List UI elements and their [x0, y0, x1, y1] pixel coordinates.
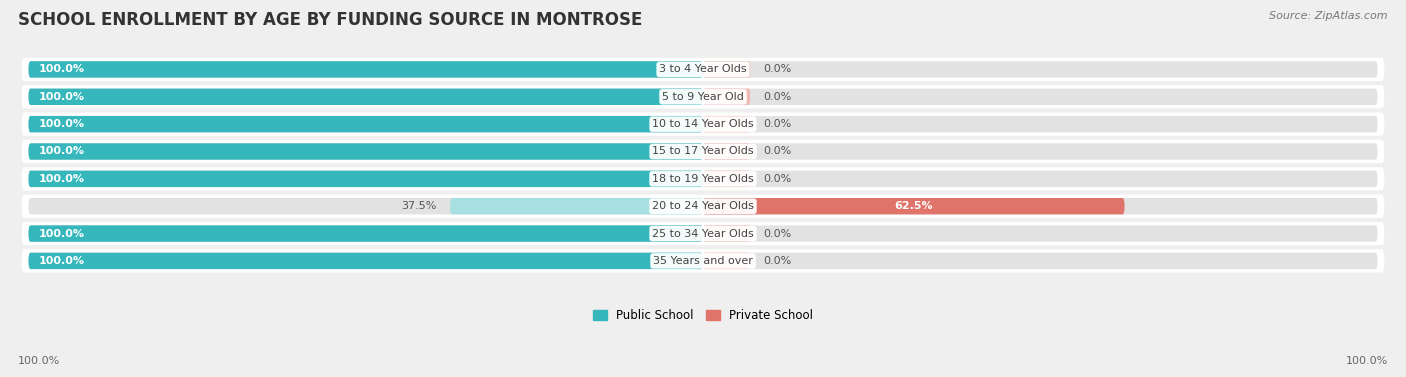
FancyBboxPatch shape — [703, 171, 751, 187]
FancyBboxPatch shape — [28, 143, 703, 160]
FancyBboxPatch shape — [450, 198, 703, 215]
FancyBboxPatch shape — [21, 140, 1385, 163]
FancyBboxPatch shape — [703, 143, 751, 160]
FancyBboxPatch shape — [703, 89, 751, 105]
Text: 100.0%: 100.0% — [38, 64, 84, 74]
Text: 0.0%: 0.0% — [763, 174, 792, 184]
Legend: Public School, Private School: Public School, Private School — [588, 304, 818, 326]
FancyBboxPatch shape — [28, 225, 703, 242]
Text: 100.0%: 100.0% — [18, 356, 60, 366]
FancyBboxPatch shape — [28, 89, 703, 105]
FancyBboxPatch shape — [703, 253, 1378, 269]
Text: 100.0%: 100.0% — [38, 147, 84, 156]
Text: 35 Years and over: 35 Years and over — [652, 256, 754, 266]
Text: 0.0%: 0.0% — [763, 228, 792, 239]
FancyBboxPatch shape — [703, 198, 1125, 215]
Text: 0.0%: 0.0% — [763, 256, 792, 266]
Text: 25 to 34 Year Olds: 25 to 34 Year Olds — [652, 228, 754, 239]
Text: SCHOOL ENROLLMENT BY AGE BY FUNDING SOURCE IN MONTROSE: SCHOOL ENROLLMENT BY AGE BY FUNDING SOUR… — [18, 11, 643, 29]
FancyBboxPatch shape — [703, 116, 1378, 132]
FancyBboxPatch shape — [703, 225, 1378, 242]
Text: 100.0%: 100.0% — [38, 92, 84, 102]
Text: 10 to 14 Year Olds: 10 to 14 Year Olds — [652, 119, 754, 129]
FancyBboxPatch shape — [21, 112, 1385, 136]
FancyBboxPatch shape — [28, 253, 703, 269]
FancyBboxPatch shape — [703, 171, 1378, 187]
FancyBboxPatch shape — [21, 222, 1385, 245]
FancyBboxPatch shape — [28, 171, 703, 187]
Text: 100.0%: 100.0% — [38, 119, 84, 129]
FancyBboxPatch shape — [703, 225, 751, 242]
FancyBboxPatch shape — [21, 167, 1385, 190]
Text: Source: ZipAtlas.com: Source: ZipAtlas.com — [1270, 11, 1388, 21]
FancyBboxPatch shape — [21, 195, 1385, 218]
Text: 15 to 17 Year Olds: 15 to 17 Year Olds — [652, 147, 754, 156]
FancyBboxPatch shape — [28, 89, 703, 105]
FancyBboxPatch shape — [703, 253, 751, 269]
FancyBboxPatch shape — [28, 253, 703, 269]
FancyBboxPatch shape — [28, 171, 703, 187]
FancyBboxPatch shape — [703, 89, 1378, 105]
FancyBboxPatch shape — [28, 198, 703, 215]
Text: 100.0%: 100.0% — [38, 228, 84, 239]
FancyBboxPatch shape — [21, 249, 1385, 273]
Text: 100.0%: 100.0% — [38, 174, 84, 184]
FancyBboxPatch shape — [21, 85, 1385, 109]
Text: 100.0%: 100.0% — [1346, 356, 1388, 366]
FancyBboxPatch shape — [28, 61, 703, 78]
Text: 20 to 24 Year Olds: 20 to 24 Year Olds — [652, 201, 754, 211]
Text: 0.0%: 0.0% — [763, 92, 792, 102]
FancyBboxPatch shape — [703, 198, 1378, 215]
FancyBboxPatch shape — [28, 225, 703, 242]
FancyBboxPatch shape — [703, 61, 1378, 78]
Text: 18 to 19 Year Olds: 18 to 19 Year Olds — [652, 174, 754, 184]
Text: 0.0%: 0.0% — [763, 64, 792, 74]
Text: 5 to 9 Year Old: 5 to 9 Year Old — [662, 92, 744, 102]
Text: 100.0%: 100.0% — [38, 256, 84, 266]
Text: 3 to 4 Year Olds: 3 to 4 Year Olds — [659, 64, 747, 74]
FancyBboxPatch shape — [703, 116, 751, 132]
Text: 37.5%: 37.5% — [401, 201, 437, 211]
FancyBboxPatch shape — [28, 61, 703, 78]
FancyBboxPatch shape — [703, 143, 1378, 160]
Text: 62.5%: 62.5% — [894, 201, 934, 211]
FancyBboxPatch shape — [21, 58, 1385, 81]
FancyBboxPatch shape — [28, 143, 703, 160]
Text: 0.0%: 0.0% — [763, 119, 792, 129]
FancyBboxPatch shape — [28, 116, 703, 132]
Text: 0.0%: 0.0% — [763, 147, 792, 156]
FancyBboxPatch shape — [703, 61, 751, 78]
FancyBboxPatch shape — [28, 116, 703, 132]
